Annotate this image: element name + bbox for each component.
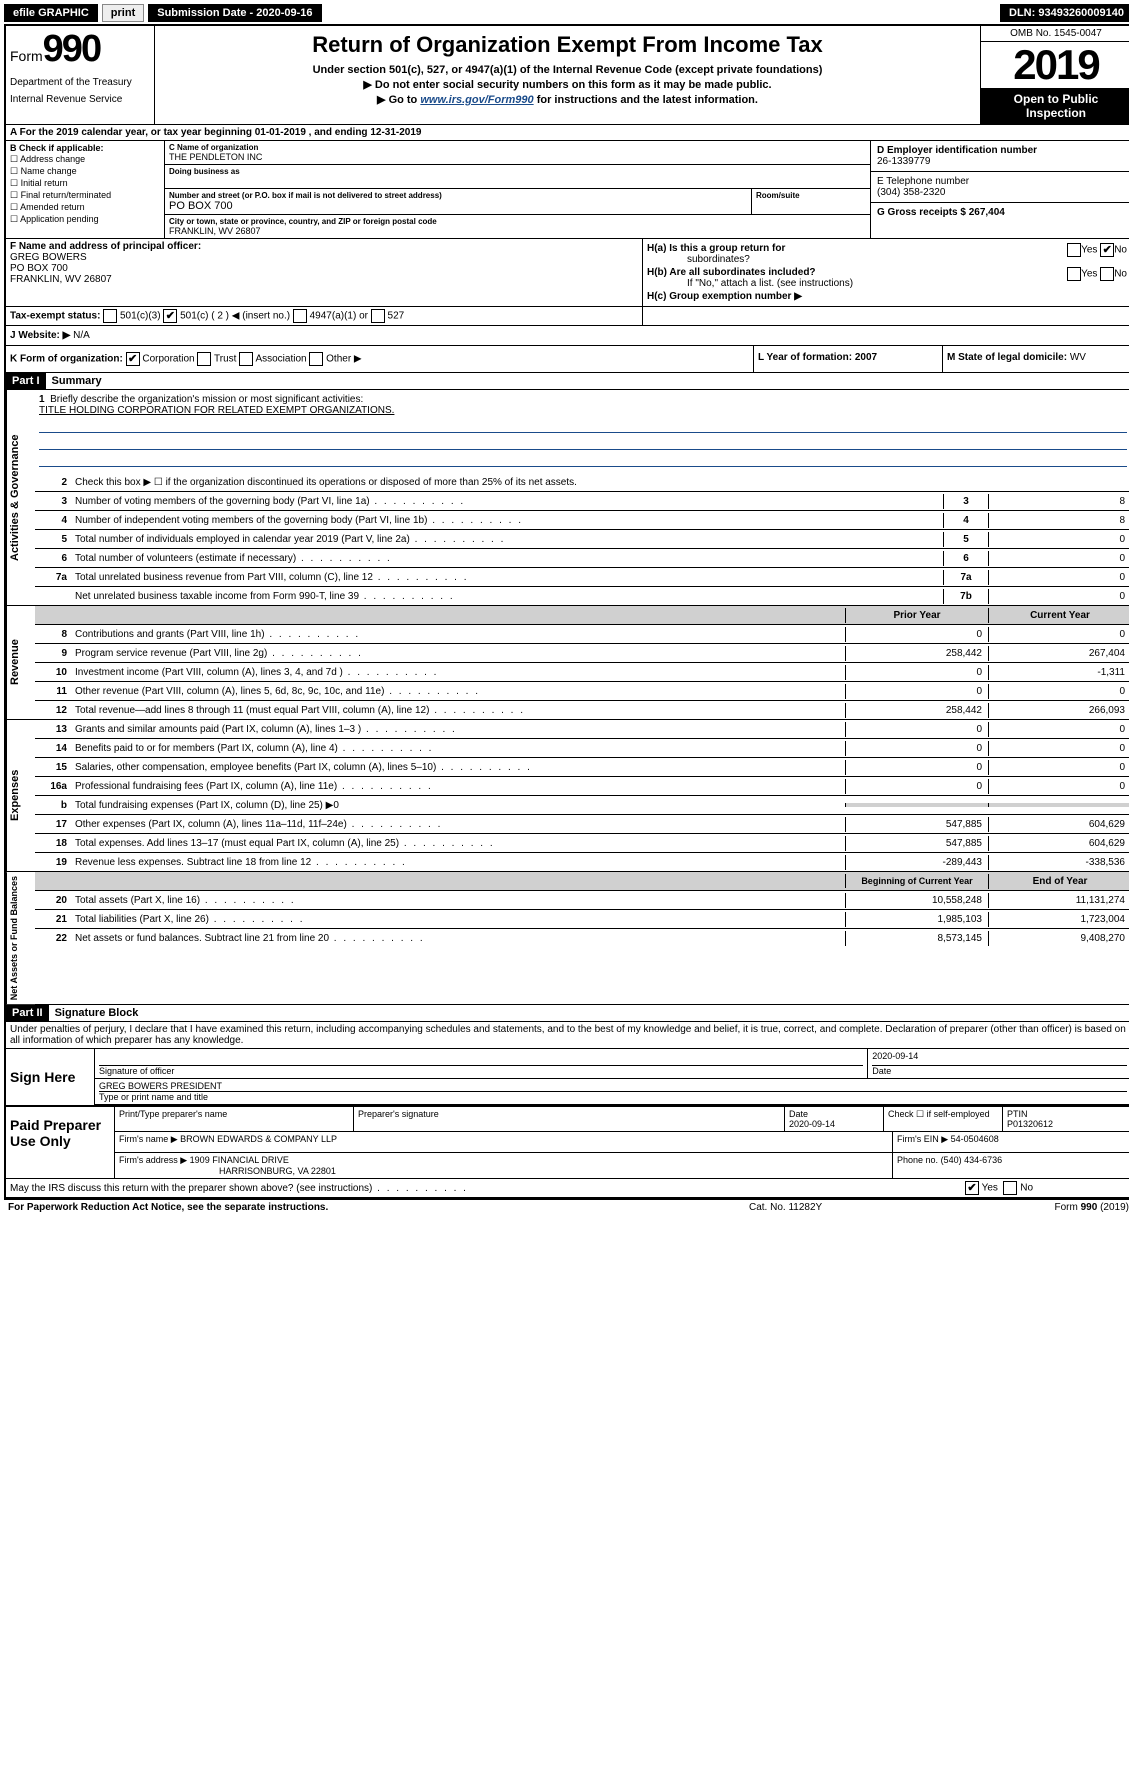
top-toolbar: efile GRAPHIC print Submission Date - 20… bbox=[4, 4, 1129, 22]
paid-preparer-label: Paid Preparer Use Only bbox=[6, 1107, 115, 1178]
side-revenue: Revenue bbox=[6, 606, 35, 719]
officer-name: GREG BOWERS bbox=[10, 252, 87, 263]
tax-year: 2019 bbox=[981, 42, 1129, 88]
org-name-label: C Name of organization bbox=[169, 143, 866, 152]
side-expenses: Expenses bbox=[6, 720, 35, 871]
phone-value: (304) 358-2320 bbox=[877, 187, 945, 198]
page-footer: For Paperwork Reduction Act Notice, see … bbox=[4, 1200, 1129, 1215]
part1-header: Part I bbox=[6, 373, 46, 389]
officer-label: F Name and address of principal officer: bbox=[10, 241, 201, 252]
subtitle-1: Under section 501(c), 527, or 4947(a)(1)… bbox=[159, 64, 976, 76]
form-number: 990 bbox=[43, 28, 100, 70]
officer-addr1: PO BOX 700 bbox=[10, 263, 68, 274]
print-button[interactable]: print bbox=[102, 4, 144, 22]
dept-irs: Internal Revenue Service bbox=[10, 94, 150, 105]
dln-label: DLN: 93493260009140 bbox=[1000, 4, 1129, 22]
sign-here-label: Sign Here bbox=[6, 1049, 95, 1105]
open-public-1: Open to Public bbox=[983, 92, 1129, 106]
form-prefix: Form bbox=[10, 48, 43, 64]
form-body: Form990 Department of the Treasury Inter… bbox=[4, 24, 1129, 1200]
side-net-assets: Net Assets or Fund Balances bbox=[6, 872, 35, 1004]
discuss-question: May the IRS discuss this return with the… bbox=[6, 1181, 959, 1196]
part1-title: Summary bbox=[46, 373, 108, 389]
form-title: Return of Organization Exempt From Incom… bbox=[159, 32, 976, 58]
goto-pre: ▶ Go to bbox=[377, 94, 420, 106]
ein-value: 26-1339779 bbox=[877, 156, 930, 167]
officer-addr2: FRANKLIN, WV 26807 bbox=[10, 274, 112, 285]
officer-print-name: GREG BOWERS PRESIDENT bbox=[99, 1081, 1127, 1092]
firm-name: BROWN EDWARDS & COMPANY LLP bbox=[180, 1134, 337, 1144]
addr-label: Number and street (or P.O. box if mail i… bbox=[169, 191, 747, 200]
part2-title: Signature Block bbox=[49, 1005, 145, 1021]
row-a-period: A For the 2019 calendar year, or tax yea… bbox=[6, 125, 1129, 141]
room-label: Room/suite bbox=[756, 191, 866, 200]
open-public-2: Inspection bbox=[983, 106, 1129, 120]
goto-post: for instructions and the latest informat… bbox=[534, 94, 758, 106]
gross-receipts: G Gross receipts $ 267,404 bbox=[877, 207, 1005, 218]
city-label: City or town, state or province, country… bbox=[169, 217, 866, 226]
part2-header: Part II bbox=[6, 1005, 49, 1021]
org-name: THE PENDLETON INC bbox=[169, 152, 866, 162]
dba-label: Doing business as bbox=[169, 167, 866, 176]
perjury-text: Under penalties of perjury, I declare th… bbox=[6, 1022, 1129, 1049]
omb-number: OMB No. 1545-0047 bbox=[981, 26, 1129, 42]
ein-label: D Employer identification number bbox=[877, 145, 1037, 156]
org-address: PO BOX 700 bbox=[169, 200, 747, 212]
phone-label: E Telephone number bbox=[877, 176, 969, 187]
box-b-checkboxes: B Check if applicable: ☐ Address change … bbox=[6, 141, 165, 238]
subtitle-2: ▶ Do not enter social security numbers o… bbox=[159, 78, 976, 91]
efile-button[interactable]: efile GRAPHIC bbox=[4, 4, 98, 22]
website-value: N/A bbox=[73, 330, 90, 341]
irs-link[interactable]: www.irs.gov/Form990 bbox=[420, 94, 533, 106]
org-city: FRANKLIN, WV 26807 bbox=[169, 226, 866, 236]
side-governance: Activities & Governance bbox=[6, 390, 35, 605]
submission-date: Submission Date - 2020-09-16 bbox=[148, 4, 321, 22]
mission-text: TITLE HOLDING CORPORATION FOR RELATED EX… bbox=[39, 405, 394, 416]
form-header: Form990 Department of the Treasury Inter… bbox=[6, 26, 1129, 125]
dept-treasury: Department of the Treasury bbox=[10, 77, 150, 88]
